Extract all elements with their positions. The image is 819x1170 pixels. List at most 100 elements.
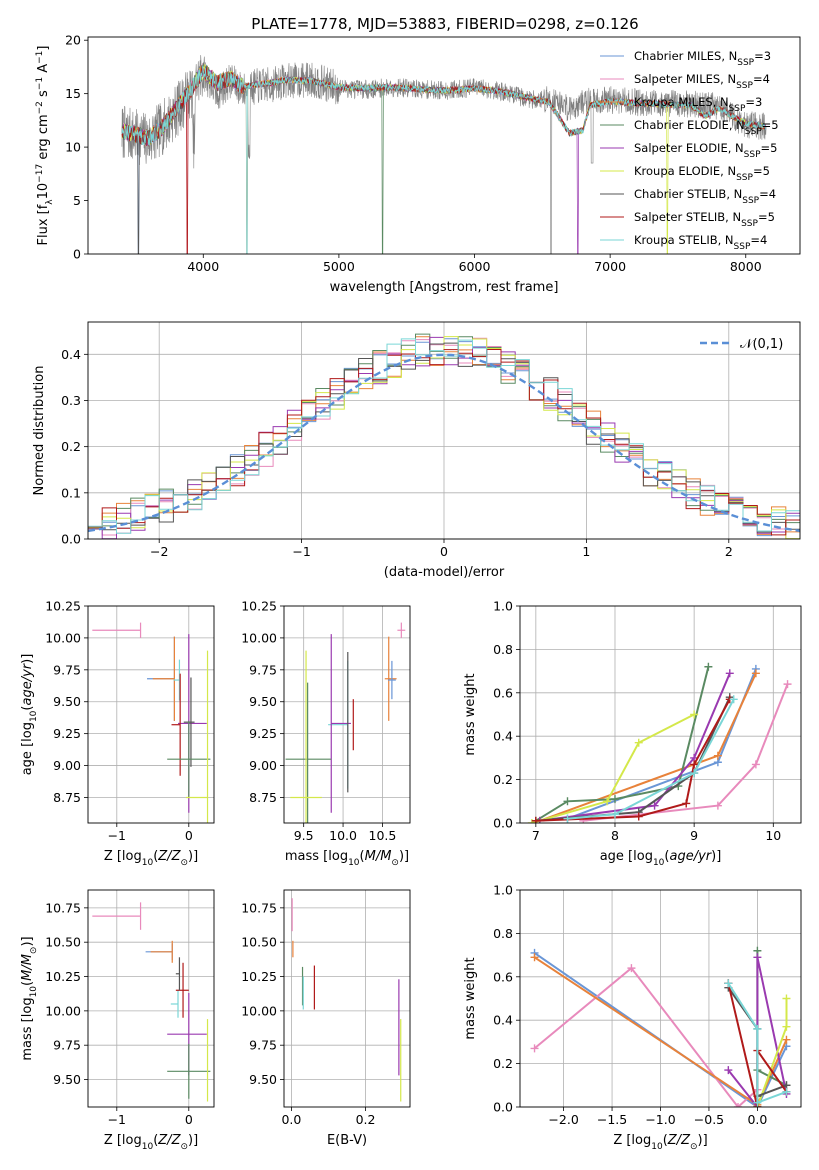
legend-label: Chabrier ELODIE, NSSP=5 [634, 118, 779, 137]
histogram-y-axis-label: Normed distribution [32, 366, 47, 496]
axes-frame [519, 889, 802, 1108]
mass-weight-marker [713, 801, 722, 810]
mass-weight-marker [751, 760, 760, 769]
mass-weight-line [533, 966, 759, 1107]
errorbar-point [170, 990, 179, 1018]
y-tick-label: 9.00 [53, 758, 81, 773]
x-tick-label: 6000 [459, 259, 491, 274]
errorbar-point [175, 962, 189, 1018]
y-tick-label: 0.8 [493, 926, 513, 941]
errorbar-point [290, 650, 322, 823]
age-vs-Z-x-axis-label: Z [log10(Z/Z⊙)] [104, 849, 198, 868]
gaussian-reference-curve [88, 353, 800, 533]
y-tick-label: 0.6 [493, 969, 513, 984]
histogram-series [88, 349, 800, 536]
x-tick-label: 2 [725, 544, 733, 559]
y-tick-label: 0.4 [493, 729, 513, 744]
mass-weight-series [563, 664, 760, 823]
mass-weight-marker [751, 669, 760, 678]
mass-weight-marker [690, 769, 699, 778]
errorbar-point [178, 634, 207, 813]
axes-frame [87, 321, 801, 540]
histogram-series [88, 342, 800, 533]
mass-weight-vs-age-y-axis-label: mass weight [463, 673, 478, 755]
mass-weight-marker [753, 1024, 762, 1033]
mass-weight-series [530, 964, 762, 1107]
y-tick-label: 1.0 [493, 883, 513, 898]
y-tick-label: 0.2 [493, 772, 513, 787]
figure-title: PLATE=1778, MJD=53883, FIBERID=0298, z=0… [251, 15, 638, 33]
y-tick-label: 0.8 [493, 642, 513, 657]
y-tick-label: 10.75 [45, 900, 81, 915]
mass-weight-marker [610, 795, 619, 804]
y-tick-label: 9.75 [53, 1038, 81, 1053]
y-tick-label: 0.6 [493, 685, 513, 700]
histogram-series [88, 336, 800, 539]
errorbar-point [167, 1043, 211, 1099]
mass-weight-marker [725, 669, 734, 678]
errorbar-point [387, 660, 396, 700]
errorbar-point [152, 636, 175, 721]
x-tick-label: −1.5 [597, 1112, 627, 1127]
mass-weight-marker [634, 812, 643, 821]
mass-weight-marker [753, 953, 762, 962]
mass-weight-line [535, 666, 710, 822]
errorbar-point [167, 993, 207, 1076]
errorbar-point [185, 650, 209, 823]
errorbar-point [150, 940, 173, 963]
y-tick-label: 10.50 [241, 935, 277, 950]
mass-weight-marker [563, 797, 572, 806]
y-tick-label: 5 [73, 193, 81, 208]
plot-area [88, 333, 800, 539]
mass-weight-marker [530, 953, 539, 962]
x-tick-label: 10.5 [369, 828, 397, 843]
errorbar-point [175, 957, 181, 991]
mass-weight-marker [724, 979, 733, 988]
y-tick-label: 9.50 [249, 694, 277, 709]
axes-frame [87, 889, 215, 1108]
x-tick-label: 1 [582, 544, 590, 559]
y-tick-label: 10.25 [45, 599, 81, 614]
x-tick-label: −2.0 [548, 1112, 578, 1127]
y-tick-label: 10.00 [241, 1003, 277, 1018]
mass-vs-ebv-x-axis-label: E(B-V) [327, 1133, 367, 1148]
axes-frame [87, 605, 215, 824]
y-tick-label: 0 [73, 247, 81, 262]
mass-weight-marker [690, 760, 699, 769]
mass-weight-vs-age-x-axis-label: age [log10(age/yr)] [600, 849, 722, 868]
y-tick-label: 0.0 [61, 532, 81, 547]
grid-lines [520, 889, 801, 1108]
mass-weight-line [567, 698, 735, 820]
y-tick-label: 10.25 [241, 599, 277, 614]
x-tick-label: 0.0 [747, 1112, 767, 1127]
histogram-legend-label: 𝒩(0,1) [740, 337, 783, 352]
mass-weight-marker [782, 994, 791, 1003]
y-tick-label: 0.4 [493, 1013, 513, 1028]
x-tick-label: −2 [150, 544, 168, 559]
mass-weight-marker [783, 680, 792, 689]
x-tick-label: −1 [108, 1112, 126, 1127]
spectrum-y-axis-label: Flux [fλ10−17 erg cm−2 s−1 A−1] [35, 46, 55, 246]
mass-weight-marker [650, 801, 659, 810]
mass-weight-marker [753, 1098, 762, 1107]
y-tick-label: 9.25 [53, 726, 81, 741]
x-tick-label: 0.0 [281, 1112, 301, 1127]
histogram-series [88, 338, 800, 534]
y-tick-label: 8.75 [249, 790, 277, 805]
x-tick-label: 0 [185, 1112, 193, 1127]
errorbar-point [92, 622, 142, 638]
x-tick-label: −1 [108, 828, 126, 843]
residual-histogram-panel: −2 −1 0 1 2 0.0 0.1 0.2 0.3 0.4 (data-model)/error… [32, 321, 801, 580]
x-tick-label: 7000 [594, 259, 626, 274]
histogram-x-axis-label: (data-model)/error [384, 565, 505, 580]
x-tick-label: 8000 [730, 259, 762, 274]
grid-lines [88, 605, 214, 823]
y-tick-label: 1.0 [493, 599, 513, 614]
mass-weight-marker [713, 751, 722, 760]
mass-vs-Z-x-axis-label: Z [log10(Z/Z⊙)] [104, 1133, 198, 1152]
y-tick-label: 10 [65, 140, 81, 155]
x-tick-label: 8 [611, 828, 619, 843]
y-tick-label: 0.2 [493, 1056, 513, 1071]
age-vs-mass-x-axis-label: mass [log10(M/M⊙)] [285, 849, 409, 868]
legend-label: Salpeter STELIB, NSSP=5 [634, 210, 775, 229]
